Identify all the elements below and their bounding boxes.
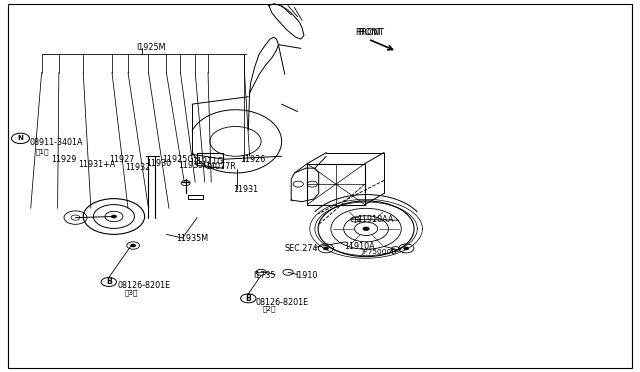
Circle shape (323, 247, 328, 250)
Text: 11910AA: 11910AA (357, 215, 394, 224)
Text: JP75000B: JP75000B (361, 249, 396, 255)
Circle shape (111, 215, 116, 218)
Text: 11926: 11926 (241, 155, 266, 164)
Circle shape (363, 227, 369, 231)
Text: I1925M: I1925M (136, 43, 166, 52)
Text: 11930: 11930 (146, 159, 171, 168)
Text: I1735: I1735 (253, 271, 275, 280)
Text: 11931: 11931 (233, 185, 258, 194)
Text: 〈1〉: 〈1〉 (36, 148, 49, 155)
Circle shape (131, 244, 136, 247)
Text: 11932: 11932 (125, 163, 150, 172)
Text: 14077R: 14077R (205, 162, 236, 171)
Text: N: N (17, 135, 24, 141)
Circle shape (404, 247, 409, 250)
Text: 11931+A: 11931+A (78, 160, 115, 169)
Text: 11935M: 11935M (177, 234, 209, 243)
Text: 11935U: 11935U (178, 161, 209, 170)
Text: 11911G: 11911G (192, 157, 223, 166)
Text: B: B (246, 294, 251, 303)
Bar (307, 164, 365, 205)
Text: 11910A: 11910A (344, 242, 375, 251)
Text: FRONT: FRONT (355, 28, 382, 37)
Text: 08126-8201E: 08126-8201E (118, 281, 171, 290)
Text: I1910: I1910 (296, 271, 318, 280)
Text: SEC.274: SEC.274 (285, 244, 318, 253)
Text: 11929: 11929 (51, 155, 77, 164)
Text: 08911-3401A: 08911-3401A (29, 138, 83, 147)
Text: 11925G: 11925G (163, 155, 194, 164)
Text: B: B (106, 278, 111, 286)
Text: 〈2〉: 〈2〉 (262, 305, 276, 312)
Text: FRONT: FRONT (357, 28, 384, 37)
Text: 〈3〉: 〈3〉 (125, 289, 138, 296)
Text: 11927: 11927 (109, 155, 134, 164)
Text: 08126-8201E: 08126-8201E (256, 298, 309, 307)
